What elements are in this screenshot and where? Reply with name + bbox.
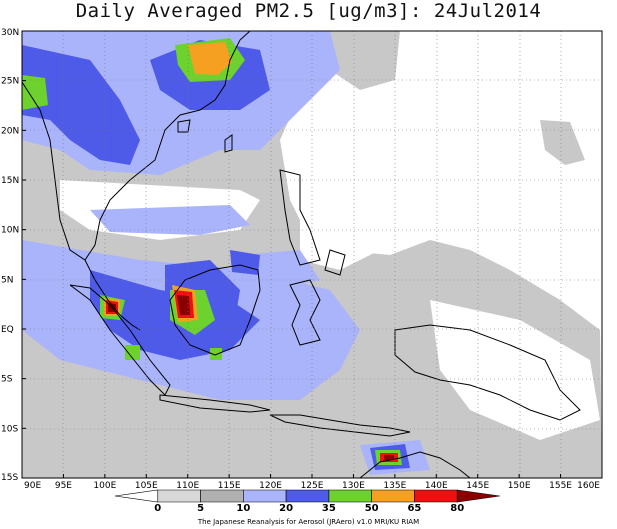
x-tick-label: 110E	[176, 481, 199, 491]
x-tick-label: 95E	[55, 481, 72, 491]
latitude-ticks: 15S 10S 5S EQ 5N 10N 15N 20N 25N 30N	[1, 28, 26, 483]
legend-level-label: 65	[407, 503, 421, 514]
legend-level-label: 50	[365, 503, 379, 514]
data-credit: The Japanese Reanalysis for Aerosol (JRA…	[197, 518, 420, 526]
legend-level-label: 80	[450, 503, 464, 514]
legend-swatch	[328, 489, 372, 503]
coastlines	[21, 30, 581, 479]
y-tick-label: 10S	[1, 424, 18, 434]
lat-lon-grid	[22, 31, 602, 478]
legend-swatch	[157, 489, 201, 503]
x-tick-label: 115E	[218, 481, 241, 491]
longitude-ticks: 90E 95E 100E 105E 110E 115E 120E 125E 130E 135E 14…	[21, 474, 603, 491]
y-tick-label: 15N	[1, 176, 19, 186]
legend-level-label: 20	[279, 503, 293, 514]
x-tick-label: 150E	[508, 481, 531, 491]
y-tick-label: EQ	[1, 325, 14, 335]
y-tick-label: 10N	[1, 226, 19, 236]
x-tick-label: 90E	[24, 481, 41, 491]
y-tick-label: 30N	[1, 28, 19, 38]
x-tick-label: 100E	[93, 481, 116, 491]
x-tick-label: 120E	[259, 481, 282, 491]
legend-swatch	[456, 489, 501, 503]
legend-swatch	[243, 489, 287, 503]
color-legend: 0 5 10 20 35 50 65 80	[114, 489, 501, 514]
x-tick-label: 145E	[466, 481, 489, 491]
x-tick-label: 125E	[301, 481, 324, 491]
x-tick-label: 135E	[383, 481, 406, 491]
y-tick-label: 15S	[1, 473, 18, 483]
x-tick-label: 160E	[577, 481, 600, 491]
legend-swatch	[414, 489, 458, 503]
legend-level-label: 5	[197, 503, 204, 514]
legend-swatch	[114, 489, 159, 503]
legend-swatch	[200, 489, 244, 503]
legend-level-label: 10	[236, 503, 250, 514]
legend-swatch	[285, 489, 330, 503]
x-tick-label: 155E	[549, 481, 572, 491]
y-tick-label: 20N	[1, 126, 19, 136]
x-tick-label: 140E	[425, 481, 448, 491]
y-tick-label: 25N	[1, 77, 19, 87]
x-tick-label: 105E	[135, 481, 158, 491]
x-tick-label: 130E	[342, 481, 365, 491]
legend-level-label: 0	[154, 503, 161, 514]
y-tick-label: 5N	[1, 275, 13, 285]
legend-level-label: 35	[322, 503, 336, 514]
map-title: Daily Averaged PM2.5 [ug/m3]: 24Jul2014	[75, 0, 542, 22]
y-tick-label: 5S	[1, 375, 13, 385]
legend-swatch	[371, 489, 415, 503]
